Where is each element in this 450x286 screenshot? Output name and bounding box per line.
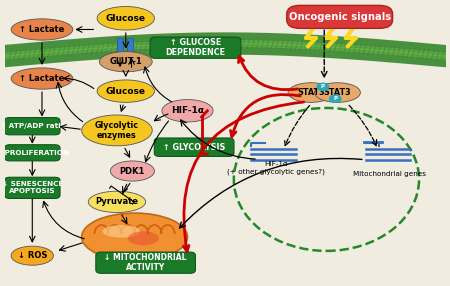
Text: Glucose: Glucose (106, 87, 146, 96)
Text: GLUT-1: GLUT-1 (109, 57, 142, 66)
FancyBboxPatch shape (4, 118, 60, 135)
Ellipse shape (88, 191, 146, 212)
Text: Glycolytic
enzymes: Glycolytic enzymes (95, 121, 139, 140)
Circle shape (329, 95, 341, 102)
Text: ↓ MITOCHONDRIAL
ACTIVITY: ↓ MITOCHONDRIAL ACTIVITY (104, 253, 187, 272)
Text: HIF-1α
(+ other glycolytic genes?): HIF-1α (+ other glycolytic genes?) (227, 162, 324, 175)
Text: STAT3: STAT3 (297, 88, 325, 97)
Text: Glucose: Glucose (106, 14, 146, 23)
Text: ↓ ROS: ↓ ROS (18, 251, 47, 260)
FancyBboxPatch shape (4, 145, 60, 161)
Ellipse shape (162, 100, 213, 122)
Circle shape (317, 83, 328, 91)
Text: P: P (333, 96, 337, 101)
FancyBboxPatch shape (150, 37, 241, 58)
Text: ↑ GLUCOSE
DEPENDENCE: ↑ GLUCOSE DEPENDENCE (166, 38, 225, 57)
Text: STAT3: STAT3 (324, 88, 351, 97)
Text: HIF-1α: HIF-1α (171, 106, 204, 115)
FancyBboxPatch shape (127, 38, 133, 52)
Ellipse shape (11, 19, 73, 40)
Ellipse shape (82, 213, 188, 261)
FancyBboxPatch shape (117, 38, 123, 52)
Text: ↓ SENESCENCE
APOPTOSIS: ↓ SENESCENCE APOPTOSIS (2, 181, 63, 194)
Ellipse shape (128, 231, 159, 245)
Text: Mitochondrial genes: Mitochondrial genes (352, 171, 426, 177)
Text: PDK1: PDK1 (120, 166, 145, 176)
Text: P: P (321, 84, 325, 90)
FancyBboxPatch shape (287, 5, 392, 28)
Ellipse shape (99, 52, 152, 72)
Ellipse shape (110, 161, 154, 181)
Ellipse shape (97, 7, 154, 30)
Text: ↑ GLYCOLYSIS: ↑ GLYCOLYSIS (163, 143, 225, 152)
Ellipse shape (11, 68, 73, 89)
FancyBboxPatch shape (154, 138, 234, 156)
Text: ↑ Lactate: ↑ Lactate (19, 74, 65, 83)
Ellipse shape (288, 83, 334, 102)
FancyBboxPatch shape (4, 177, 60, 198)
FancyBboxPatch shape (96, 252, 195, 273)
Text: ↑ ATP/ADP ratio: ↑ ATP/ADP ratio (0, 123, 65, 129)
Text: Pyruvate: Pyruvate (95, 197, 139, 206)
Ellipse shape (11, 246, 54, 265)
Ellipse shape (315, 83, 360, 102)
Ellipse shape (103, 225, 140, 238)
Ellipse shape (82, 115, 152, 146)
Text: ↑ PROLIFERATION: ↑ PROLIFERATION (0, 150, 69, 156)
Ellipse shape (97, 80, 154, 102)
Text: Oncogenic signals: Oncogenic signals (288, 12, 391, 22)
Text: ↑ Lactate: ↑ Lactate (19, 25, 65, 34)
